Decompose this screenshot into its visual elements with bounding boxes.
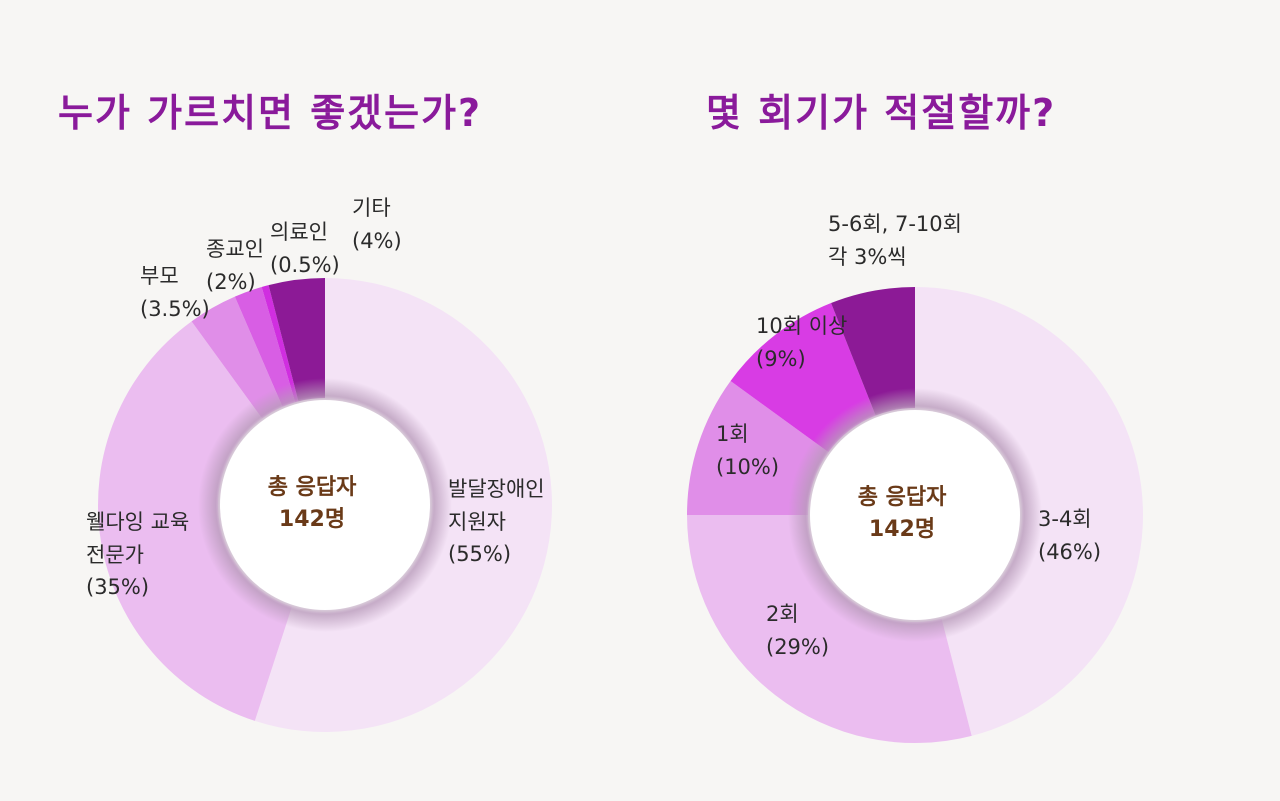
slice-label-line: 발달장애인 <box>448 477 545 501</box>
slice-label-line: 전문가 <box>86 542 144 567</box>
chart-title-who-teaches: 누가 가르치면 좋겠는가? <box>58 91 483 135</box>
center-label-line: 142명 <box>278 506 346 532</box>
slice-label-line: 기타 <box>352 196 391 220</box>
donut-hole <box>810 410 1020 620</box>
slice-parents <box>191 296 283 419</box>
slice-label-line: (3.5%) <box>140 296 210 321</box>
slice-label-line: 각 3%씩 <box>828 244 907 269</box>
slice-label-10-plus-sessions: 10회 이상 (9%) <box>756 310 847 375</box>
slice-label-other: 기타 (4%) <box>352 192 402 257</box>
slice-label-parents: 부모 (3.5%) <box>140 260 210 325</box>
slice-label-line: 10회 이상 <box>756 314 848 338</box>
slice-label-line: (0.5%) <box>270 252 340 277</box>
center-label-line: 총 응답자 <box>267 475 357 500</box>
slice-label-line: 5-6회, 7-10회 <box>828 212 962 236</box>
slice-label-medical: 의료인 (0.5%) <box>270 216 340 281</box>
slice-label-line: 3-4회 <box>1038 507 1092 531</box>
center-label-line: 총 응답자 <box>857 485 947 510</box>
center-label-who-teaches: 총 응답자 142명 <box>212 472 412 536</box>
slice-medical <box>261 285 299 403</box>
slice-religious <box>234 287 296 407</box>
slice-label-line: 부모 <box>140 264 179 288</box>
slice-label-religious: 종교인 (2%) <box>206 233 264 298</box>
slice-label-line: (29%) <box>766 634 830 659</box>
slice-other <box>268 278 325 402</box>
slice-label-line: (2%) <box>206 269 256 294</box>
slice-label-well-dying-expert: 웰다잉 교육 전문가 (35%) <box>86 506 189 604</box>
slice-2-sessions <box>687 515 972 744</box>
slice-label-line: 1회 <box>716 422 749 446</box>
slice-label-line: 웰다잉 교육 <box>86 510 190 534</box>
slice-label-developmental-disability-supporter: 발달장애인 지원자 (55%) <box>448 473 545 571</box>
slice-label-line: 종교인 <box>206 237 264 261</box>
slice-label-5-10-sessions: 5-6회, 7-10회 각 3%씩 <box>828 208 962 273</box>
slice-label-line: (9%) <box>756 346 806 371</box>
slice-5-10-sessions <box>831 287 915 416</box>
center-label-line: 142명 <box>868 516 936 542</box>
slice-label-line: (35%) <box>86 575 150 600</box>
slice-label-line: 2회 <box>766 602 799 626</box>
slice-label-3-4-sessions: 3-4회 (46%) <box>1038 503 1101 568</box>
slice-label-line: (4%) <box>352 228 402 253</box>
center-label-sessions: 총 응답자 142명 <box>802 482 1002 546</box>
slice-label-line: 의료인 <box>270 220 328 244</box>
chart-title-sessions: 몇 회기가 적절할까? <box>706 91 1057 135</box>
slice-label-line: 지원자 <box>448 509 506 534</box>
slice-label-line: (55%) <box>448 542 512 567</box>
slice-label-line: (10%) <box>716 454 780 479</box>
slice-label-2-sessions: 2회 (29%) <box>766 598 829 663</box>
slice-label-1-session: 1회 (10%) <box>716 418 779 483</box>
slice-label-line: (46%) <box>1038 539 1102 564</box>
donut-hole <box>220 400 430 610</box>
